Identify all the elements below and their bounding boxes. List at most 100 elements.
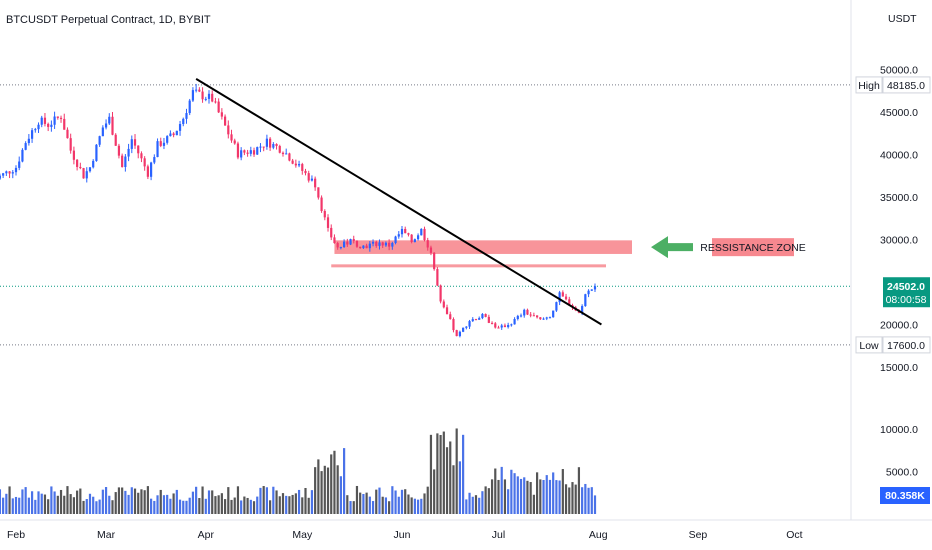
volume-bar: [593, 495, 597, 514]
time-tick-label: Jul: [492, 529, 505, 541]
volume-bar: [548, 479, 552, 514]
candle-body: [146, 166, 149, 177]
candle-body: [40, 117, 43, 125]
candle-body: [137, 145, 140, 154]
candle-body: [14, 167, 18, 173]
price-tick-label: 35000.0: [880, 192, 918, 204]
candle-body: [375, 241, 378, 246]
chart-title: BTCUSDT Perpetual Contract, 1D, BYBIT: [6, 14, 211, 26]
volume-bar: [211, 490, 214, 514]
candle-body: [429, 247, 433, 253]
volume-bar: [220, 493, 223, 514]
candle-body: [490, 322, 494, 324]
volume-bar: [333, 450, 336, 514]
volume-bar: [346, 495, 349, 514]
candle-body: [513, 319, 516, 325]
candle-body: [21, 149, 24, 162]
candle-body: [507, 324, 510, 328]
volume-bar: [63, 495, 66, 514]
candle-body: [362, 245, 365, 249]
volume-bar: [227, 487, 230, 514]
volume-bar: [98, 499, 101, 514]
volume-bar: [8, 486, 11, 514]
volume-bar: [140, 489, 143, 514]
volume-bar: [323, 465, 326, 514]
candle-body: [82, 168, 85, 179]
candle-body: [278, 146, 281, 153]
candle-body: [368, 243, 371, 249]
price-tick-label: 50000.0: [880, 65, 918, 77]
candle-body: [545, 317, 548, 319]
candle-body: [558, 292, 561, 303]
volume-bar: [188, 497, 191, 514]
volume-bar: [371, 501, 375, 514]
volume-bar: [310, 490, 314, 514]
candle-body: [487, 316, 490, 323]
price-tick-label: 40000.0: [880, 150, 918, 162]
candle-body: [365, 245, 368, 249]
candle-body: [526, 309, 529, 315]
candle-body: [294, 163, 297, 166]
volume-bar: [462, 434, 465, 514]
volume-bar: [249, 499, 252, 514]
candle-body: [281, 152, 285, 155]
price-tick-label: 20000.0: [880, 320, 918, 332]
candle-body: [223, 116, 227, 126]
candle-body: [423, 228, 426, 241]
volume-bar: [413, 498, 416, 514]
volume-bar: [143, 490, 146, 514]
candle-body: [426, 240, 429, 248]
candle-body: [236, 143, 240, 158]
volume-bar: [330, 454, 333, 514]
volume-bar: [490, 479, 494, 514]
volume-bar: [510, 469, 513, 514]
time-tick-label: Apr: [198, 529, 215, 541]
candle-body: [230, 134, 233, 141]
volume-bar: [18, 497, 21, 514]
volume-bar: [552, 472, 555, 514]
volume-bar: [317, 459, 320, 514]
candle-body: [156, 141, 159, 158]
candle-body: [561, 292, 564, 297]
candle-body: [198, 89, 201, 92]
volume-tick-label: 10000.0: [880, 424, 918, 436]
candle-body: [481, 314, 484, 319]
candle-body: [413, 239, 416, 242]
volume-bar: [2, 497, 5, 514]
candle-body: [188, 100, 191, 114]
candle-body: [72, 150, 75, 160]
volume-bar: [82, 500, 85, 514]
price-tick-label: 30000.0: [880, 235, 918, 247]
volume-bar: [449, 441, 452, 514]
volume-bar: [436, 433, 439, 514]
volume-bar: [246, 497, 249, 514]
candle-body: [159, 141, 162, 146]
volume-bar: [555, 480, 558, 514]
candle-body: [8, 171, 11, 174]
volume-bar: [175, 489, 178, 514]
candle-body: [201, 91, 204, 100]
volume-bar: [394, 490, 397, 514]
candle-body: [275, 144, 278, 147]
time-tick-label: Aug: [589, 529, 608, 541]
candle-body: [143, 158, 146, 167]
volume-bar: [37, 491, 40, 514]
volume-bar: [362, 493, 365, 514]
candle-body: [442, 301, 445, 308]
volume-bar: [198, 498, 201, 514]
candle-body: [0, 175, 2, 179]
volume-bar: [368, 496, 371, 514]
candle-body: [204, 98, 207, 100]
volume-bar: [545, 475, 548, 514]
candle-body: [410, 234, 413, 242]
candle-body: [43, 117, 47, 124]
volume-bar: [539, 479, 542, 514]
volume-bar: [301, 497, 304, 514]
volume-bar: [291, 494, 294, 514]
price-tick-label: 15000.0: [880, 362, 918, 374]
volume-bar: [426, 486, 429, 514]
volume-bar: [50, 486, 53, 514]
candle-body: [256, 147, 259, 155]
